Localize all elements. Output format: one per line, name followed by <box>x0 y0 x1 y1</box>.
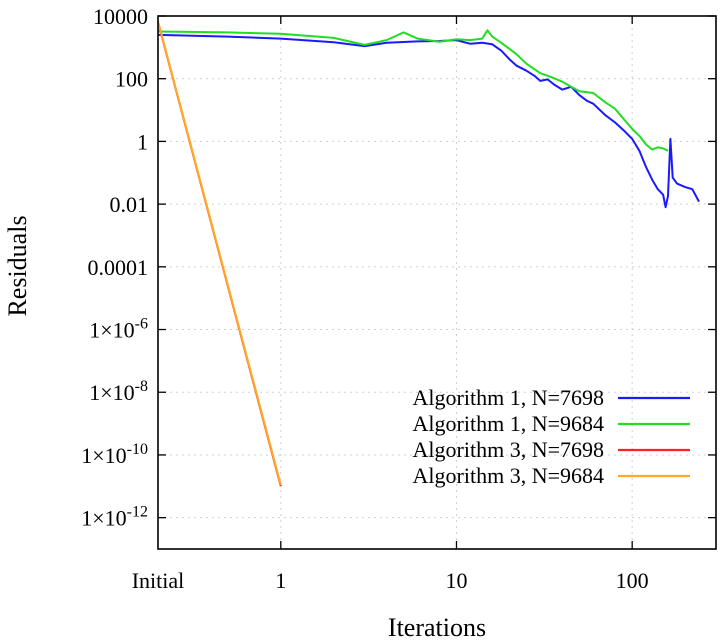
series-line <box>157 21 282 486</box>
legend-label: Algorithm 3, N=9684 <box>413 463 604 488</box>
y-tick-label: 100 <box>115 67 148 92</box>
series-lines <box>157 21 700 487</box>
legend-label: Algorithm 1, N=9684 <box>413 411 604 436</box>
plot-frame <box>157 15 717 550</box>
series-line <box>157 29 669 152</box>
y-tick-label: 1×10-12 <box>81 504 148 531</box>
x-axis-label: Iterations <box>388 613 486 642</box>
y-tick-label: 0.0001 <box>88 255 149 280</box>
x-tick-label: 10 <box>445 568 467 593</box>
y-tick-label: 1 <box>137 129 148 154</box>
y-tick-label: 1×10-6 <box>89 316 148 343</box>
x-tick-label: Initial <box>132 568 185 593</box>
y-tick-label: 0.01 <box>110 192 149 217</box>
x-tick-label: 1 <box>275 568 286 593</box>
y-tick-label: 1×10-10 <box>81 441 148 468</box>
axis-ticks: 10000 100 1 0.01 0.0001 1×10-6 1×10-8 1×10-10 1×… <box>81 4 716 593</box>
grid <box>158 16 716 549</box>
legend-label: Algorithm 1, N=7698 <box>413 385 604 410</box>
legend-label: Algorithm 3, N=7698 <box>413 437 604 462</box>
y-axis-label: Residuals <box>3 215 32 316</box>
y-tick-label: 10000 <box>93 4 148 29</box>
x-tick-label: 100 <box>616 568 649 593</box>
series-line <box>157 33 700 209</box>
y-tick-label: 1×10-8 <box>89 378 148 405</box>
